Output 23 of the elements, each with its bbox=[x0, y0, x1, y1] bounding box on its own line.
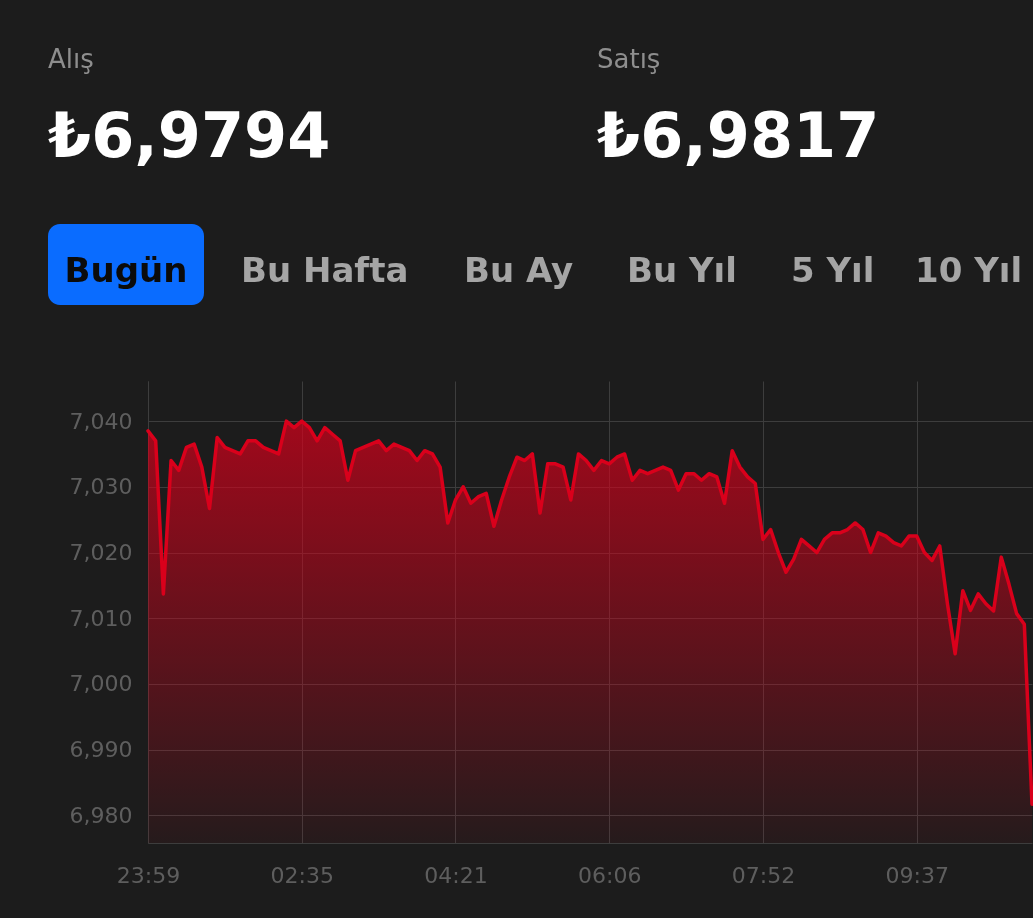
x-tick-label: 02:35 bbox=[270, 862, 334, 888]
y-tick-label: 6,980 bbox=[69, 802, 133, 828]
text: ₺6,9794 bbox=[48, 99, 331, 172]
x-tick-label: 06:06 bbox=[578, 862, 642, 888]
y-tick-label: 6,990 bbox=[69, 737, 133, 763]
y-tick-label: 7,000 bbox=[69, 671, 133, 697]
text: Bu Yıl bbox=[627, 250, 737, 290]
y-tick-label: 7,030 bbox=[69, 474, 133, 500]
text: Alış bbox=[48, 44, 94, 74]
x-tick-label: 04:21 bbox=[424, 862, 488, 888]
y-tick-label: 7,040 bbox=[69, 408, 133, 434]
x-tick-label: 09:37 bbox=[885, 862, 949, 888]
y-tick-label: 7,010 bbox=[69, 605, 133, 631]
text: Bugün bbox=[64, 250, 188, 290]
x-tick-label: 23:59 bbox=[116, 862, 181, 888]
text: Bu Ay bbox=[464, 250, 574, 290]
text: 5 Yıl bbox=[791, 250, 875, 290]
x-tick-label: 07:52 bbox=[731, 862, 796, 888]
text: Satış bbox=[597, 44, 661, 74]
text: 10 Yıl bbox=[915, 250, 1023, 290]
text: Bu Hafta bbox=[241, 250, 409, 290]
text: ₺6,9817 bbox=[597, 99, 880, 172]
y-tick-label: 7,020 bbox=[69, 540, 133, 566]
